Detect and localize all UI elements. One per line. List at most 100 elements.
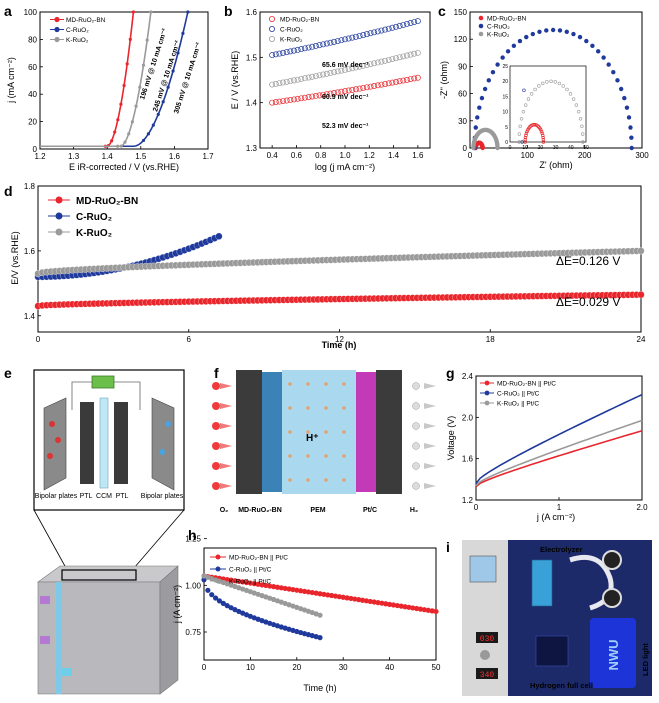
chart-b-series-1-point [309,93,316,100]
chart-b-xtick-label: 0.4 [267,151,279,160]
chart-b-series-2-point [349,34,356,41]
label-bipolar-plates-left: Bipolar plates [35,493,78,500]
chart-d-ytick-label: 1.6 [24,247,36,256]
chart-c-series-2-point [486,78,491,83]
chart-b-series-3-point [298,75,305,82]
f-proton [324,406,328,410]
f-h2-bubble [412,462,420,470]
chart-b-series-3-point [363,62,370,68]
chart-a-xtick-label: 1.5 [135,152,147,161]
chart-a-point [119,144,123,148]
chart-c-inset-ytick: 0 [505,140,508,146]
chart-a-point [149,10,153,14]
chart-h-series-1-point [363,598,369,604]
chart-h-series-1-point [383,601,389,607]
chart-c-xtick-label: 0 [468,151,473,160]
chart-c-series-2-point [595,49,601,54]
chart-d-legend-2: C-RuO₂ [76,212,112,223]
chart-h-series-1-point [421,607,427,613]
chart-h-series-2-point [317,635,323,641]
chart-c-inset-point [580,132,585,136]
display-1-text: 030 [480,635,495,644]
f-o2-arrow [220,443,232,449]
chart-a-point [134,104,138,108]
chart-c-inset-xtick: 40 [568,145,574,151]
chart-h-ytick-label: 1.25 [185,535,201,544]
f-catalyst-layer-anode [262,372,282,492]
f-o2-arrow [220,483,232,489]
chart-b-series-1-point [352,86,359,93]
chart-c-inset-point [524,133,528,138]
chart-h-series-1-point [425,607,431,613]
chart-c-series-2-point [626,115,632,120]
chart-c-series-2-point [490,69,496,75]
chart-h-series-1-point [263,582,269,589]
chart-b-ytick-label: 1.3 [246,144,258,153]
chart-h-series-1-point [286,586,292,592]
chart-c-inset-point [539,128,543,132]
f-h2-arrow [424,443,436,449]
chart-b-series-1-point [360,85,367,91]
f-h2-bubble [412,402,420,410]
chart-g-xtick-label: 2.0 [636,503,648,512]
chart-c-inset-point [568,92,573,96]
chart-b-series-1-point [407,76,414,83]
schematic-e: Bipolar plates PTL CCM PTL Bipolar plate… [33,369,185,695]
chart-b-series-2-point [403,21,410,27]
chart-g-legend-1: MD-RuO₂-BN || Pt/C [497,381,556,388]
chart-b-series-1-point [367,83,374,90]
chart-c-series-2-point [479,95,485,101]
chart-c-inset-point [580,124,584,129]
chart-b-ytick-label: 1.4 [246,99,258,108]
chart-c-inset-point [529,92,534,96]
chart-h-series-1-point [410,605,416,611]
chart-c-series-2-point [482,86,488,92]
chart-b-series-2-point [393,23,399,30]
chart-a-point [176,51,180,55]
f-proton [288,430,292,434]
f-h2-arrow [424,483,436,489]
chart-a-ylabel: j (mA cm⁻²) [6,57,16,104]
chart-h-legend-3: K-RuO₂ || Pt/C [229,579,271,586]
chart-h-series-1-point [228,577,234,583]
chart-h-series-1-point [390,602,397,608]
chart-b-series-2-point [371,29,378,36]
chart-a-xtick-label: 1.2 [34,152,46,161]
chart-h-xlabel: Time (h) [303,683,336,693]
chart-b-legend-marker-1 [268,15,275,22]
chart-b-series-1-point [342,88,348,95]
chart-c-inset-point [531,123,535,127]
chart-c-inset-point [532,122,537,127]
chart-c-ytick-label: 150 [454,8,468,17]
f-proton [306,382,310,386]
f-o2-bubble [212,482,220,490]
chart-a-ytick-label: 20 [28,118,37,127]
chart-b-series-2-point [316,42,323,49]
chart-d-xtick-label: 6 [187,335,192,344]
chart-h-series-1-point [255,581,261,587]
chart-a-xtick-label: 1.4 [102,152,114,161]
chart-h-xtick-label: 30 [339,663,348,672]
chart-c-series-2-point [557,28,563,33]
f-proton [324,430,328,434]
f-o2-arrow [220,403,232,409]
chart-h-legend-1: MD-RuO₂-BN || Pt/C [229,555,288,562]
f-proton [342,430,346,434]
chart-g-xtick-label: 1 [557,503,562,512]
chart-b-series-3-point [403,52,410,59]
chart-b-series-3-point [287,78,294,85]
stack-stripe [56,582,62,694]
chart-b-xlabel: log (j mA cm⁻²) [315,162,375,172]
f-o2-bubble [212,382,220,390]
chart-c-inset-point [537,84,541,88]
chart-g-ytick-label: 1.2 [462,496,474,505]
chart-d-series-3-point [637,247,645,255]
chart-c-series-2-point [530,31,536,37]
chart-c: Z' (ohm) -Z'' (ohm) 0 100 200 3000306090120… [439,8,649,170]
chart-c-series-2-point [629,135,634,140]
chart-h-xtick-label: 0 [202,663,207,672]
chart-c-series-2-point [477,105,482,110]
chart-b-series-1-point [396,78,403,85]
chart-d-xlabel: Time (h) [322,340,357,350]
chart-c-series-2-point [475,115,480,120]
